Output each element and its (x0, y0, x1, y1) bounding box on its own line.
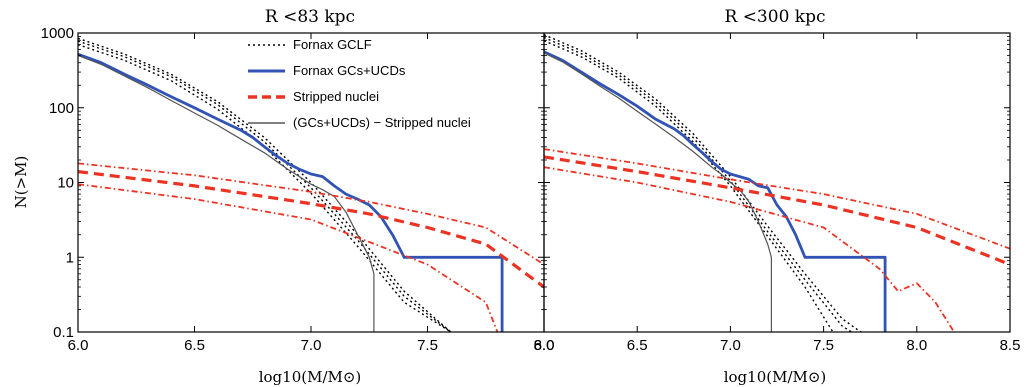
legend-label-gcs-ucds: Fornax GCs+UCDs (293, 63, 406, 78)
x-tick-label: 7.5 (813, 337, 834, 354)
x-tick-label: 6.5 (184, 337, 205, 354)
series-line-stripped-nuclei (544, 148, 1010, 250)
x-axis-label-right: log10(M/M⊙) (724, 368, 827, 386)
x-tick-label: 7.5 (417, 337, 438, 354)
y-tick-label: 0.1 (53, 324, 74, 341)
series-line-stripped-nuclei (78, 183, 499, 332)
series-group (544, 34, 1010, 332)
series-line-fornax-gcs-ucds (78, 52, 504, 332)
series-line-gcs-ucds-stripped-nuclei (78, 54, 375, 332)
plot-panel: 6.0 6.5 7.0 7.5 8.0 0.1 1 10 100 1000 (41, 25, 555, 354)
y-tick-label: 1000 (41, 25, 74, 42)
x-tick-label: 6.0 (68, 337, 89, 354)
panel-title-left: R <83 kpc (265, 7, 355, 27)
y-tick-label: 100 (49, 100, 74, 117)
axes-frame (543, 32, 1011, 333)
x-axis-label-left: log10(M/M⊙) (259, 368, 362, 386)
x-tick-label: 6.5 (627, 337, 648, 354)
series-line-fornax-gclf (78, 40, 452, 332)
series-line-fornax-gclf (78, 37, 452, 332)
x-tick-label: 6.0 (534, 337, 555, 354)
chart-title: R <83 kpc (265, 7, 355, 27)
x-tick-label: 8.0 (534, 337, 555, 354)
series-line-stripped-nuclei (78, 170, 544, 289)
panel-title-right: R <300 kpc (724, 7, 825, 27)
series-line-gcs-ucds-stripped-nuclei (544, 52, 772, 332)
legend-label-difference: (GCs+UCDs) − Stripped nuclei (293, 115, 471, 130)
x-tick-label: 8.5 (1000, 337, 1021, 354)
series-line-fornax-gcs-ucds (544, 50, 887, 332)
series-line-fornax-gclf (544, 36, 852, 332)
chart-title: R <300 kpc (724, 7, 825, 27)
legend-label-stripped-nuclei: Stripped nuclei (293, 89, 379, 104)
plot-panel: 6.0 6.5 7.0 7.5 8.0 8.5 (534, 32, 1021, 354)
series-line-fornax-gclf (544, 40, 834, 332)
legend: Fornax GCLF Fornax GCs+UCDs Stripped nuc… (248, 37, 471, 130)
series-line-stripped-nuclei (544, 166, 955, 332)
y-axis-label: N(>M) (12, 156, 30, 209)
series-line-fornax-gclf (78, 43, 452, 332)
x-tick-label: 7.0 (301, 337, 322, 354)
legend-label-gclf: Fornax GCLF (293, 37, 372, 52)
series-line-stripped-nuclei (78, 162, 544, 266)
series-group (78, 37, 544, 332)
x-tick-label: 7.0 (720, 337, 741, 354)
y-tick-label: 1 (66, 249, 74, 266)
y-tick-label: 10 (57, 175, 74, 192)
series-line-stripped-nuclei (544, 155, 1010, 266)
x-tick-label: 8.0 (906, 337, 927, 354)
